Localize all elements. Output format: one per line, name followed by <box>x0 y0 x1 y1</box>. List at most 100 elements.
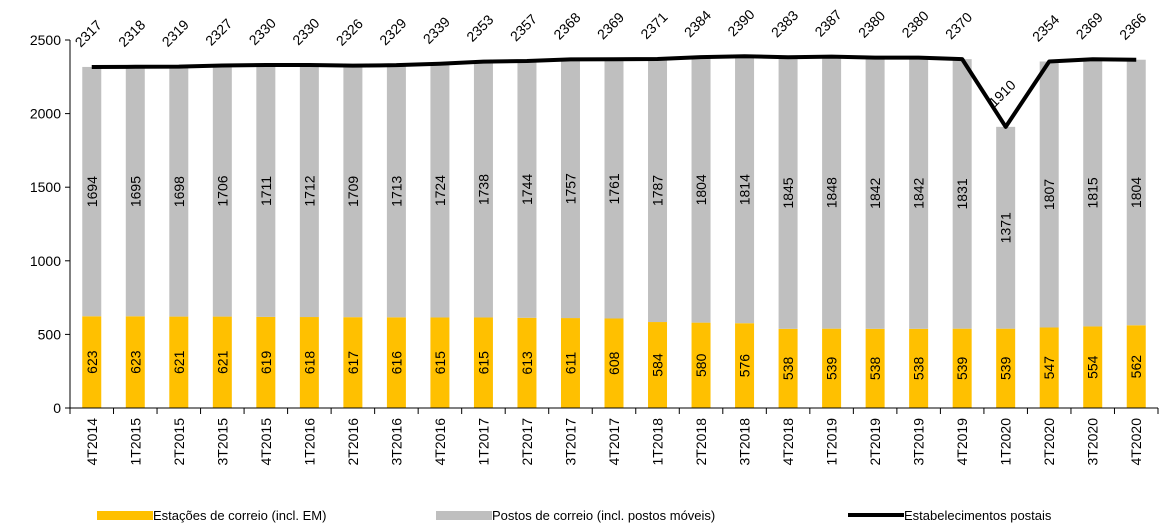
bar-label-postos: 1712 <box>301 175 317 206</box>
bar-label-postos: 1694 <box>84 176 100 207</box>
bar-label-postos: 1845 <box>780 177 796 208</box>
bar-label-postos: 1804 <box>693 174 709 205</box>
line-point-label: 2330 <box>246 15 279 48</box>
bar-label-estacoes: 539 <box>954 356 970 380</box>
bar-label-estacoes: 615 <box>432 351 448 375</box>
x-tick-label: 1T2015 <box>127 418 143 466</box>
bar-label-postos: 1807 <box>1041 179 1057 210</box>
bar-label-postos: 1713 <box>388 175 404 206</box>
line-point-label: 2357 <box>507 11 540 44</box>
legend-swatch-0 <box>97 511 153 520</box>
bar-label-estacoes: 623 <box>127 350 143 374</box>
bar-label-postos: 1831 <box>954 178 970 209</box>
bar-label-postos: 1814 <box>737 174 753 205</box>
bar-label-postos: 1371 <box>998 212 1014 243</box>
x-tick-label: 1T2017 <box>475 418 491 466</box>
bar-label-estacoes: 580 <box>693 353 709 377</box>
bar-label-postos: 1744 <box>519 174 535 205</box>
bar-label-estacoes: 539 <box>998 356 1014 380</box>
legend-label-0: Estações de correio (incl. EM) <box>153 508 326 523</box>
line-point-label: 2366 <box>1116 9 1149 42</box>
x-tick-label: 3T2020 <box>1085 418 1101 466</box>
line-point-label: 2318 <box>115 16 148 49</box>
legend-swatch-1 <box>436 511 492 520</box>
bar-label-postos: 1724 <box>432 175 448 206</box>
bar-label-estacoes: 584 <box>650 353 666 377</box>
bar-label-postos: 1848 <box>824 177 840 208</box>
bar-label-postos: 1842 <box>867 177 883 208</box>
y-tick-label: 0 <box>53 400 61 416</box>
line-point-label: 2353 <box>463 11 496 44</box>
legend-label-1: Postos de correio (incl. postos móveis) <box>492 508 715 523</box>
bar-label-postos: 1738 <box>475 174 491 205</box>
line-point-label: 1910 <box>985 76 1018 109</box>
bar-label-estacoes: 623 <box>84 350 100 374</box>
bar-label-postos: 1695 <box>127 176 143 207</box>
bar-label-postos: 1757 <box>562 173 578 204</box>
line-point-label: 2369 <box>1073 9 1106 42</box>
x-tick-label: 2T2019 <box>867 418 883 466</box>
line-point-label: 2329 <box>376 15 409 48</box>
y-tick-label: 2000 <box>30 106 61 122</box>
line-point-label: 2327 <box>202 15 235 48</box>
line-point-label: 2339 <box>420 13 453 46</box>
bar-label-estacoes: 538 <box>780 357 796 381</box>
x-tick-label: 3T2019 <box>911 418 927 466</box>
line-point-label: 2368 <box>550 9 583 42</box>
bar-label-estacoes: 621 <box>171 350 187 374</box>
bar-label-estacoes: 562 <box>1128 355 1144 379</box>
bar-label-estacoes: 616 <box>388 351 404 375</box>
bar-label-postos: 1709 <box>345 176 361 207</box>
x-tick-label: 2T2020 <box>1041 418 1057 466</box>
y-tick-label: 500 <box>38 326 62 342</box>
line-point-label: 2387 <box>811 6 844 39</box>
bar-label-postos: 1761 <box>606 173 622 204</box>
x-tick-label: 4T2016 <box>432 418 448 466</box>
x-tick-label: 4T2019 <box>954 418 970 466</box>
x-tick-label: 1T2020 <box>998 418 1014 466</box>
bar-label-postos: 1787 <box>650 175 666 206</box>
line-point-label: 2370 <box>942 9 975 42</box>
bar-label-postos: 1698 <box>171 176 187 207</box>
y-tick-label: 1000 <box>30 253 61 269</box>
line-point-label: 2390 <box>724 6 757 39</box>
bar-label-estacoes: 615 <box>475 351 491 375</box>
bar-label-estacoes: 539 <box>824 356 840 380</box>
x-tick-label: 4T2014 <box>84 418 100 466</box>
x-tick-label: 4T2018 <box>780 418 796 466</box>
line-point-label: 2383 <box>768 7 801 40</box>
x-tick-label: 3T2017 <box>562 418 578 466</box>
bar-label-postos: 1842 <box>911 177 927 208</box>
line-point-label: 2326 <box>333 15 366 48</box>
bar-label-estacoes: 617 <box>345 351 361 375</box>
legend-label-2: Estabelecimentos postais <box>904 508 1052 523</box>
x-tick-label: 3T2016 <box>388 418 404 466</box>
bar-label-estacoes: 576 <box>737 354 753 378</box>
bar-label-postos: 1804 <box>1128 177 1144 208</box>
y-tick-label: 2500 <box>30 32 61 48</box>
x-tick-label: 3T2015 <box>214 418 230 466</box>
line-point-label: 2369 <box>594 9 627 42</box>
bar-label-postos: 1711 <box>258 176 274 206</box>
bar-label-postos: 1815 <box>1085 177 1101 208</box>
bar-label-estacoes: 621 <box>214 350 230 374</box>
bar-label-estacoes: 547 <box>1041 356 1057 380</box>
line-point-label: 2371 <box>637 9 670 42</box>
bar-label-postos: 1706 <box>214 175 230 206</box>
line-point-label: 2317 <box>72 17 105 50</box>
x-tick-label: 4T2020 <box>1128 418 1144 466</box>
y-tick-label: 1500 <box>30 179 61 195</box>
line-point-label: 2384 <box>681 7 714 40</box>
bar-label-estacoes: 554 <box>1085 355 1101 379</box>
x-tick-label: 2T2018 <box>693 418 709 466</box>
line-point-label: 2380 <box>855 7 888 40</box>
x-tick-label: 4T2017 <box>606 418 622 466</box>
line-point-label: 2354 <box>1029 11 1062 44</box>
bar-label-estacoes: 538 <box>911 357 927 381</box>
x-tick-label: 2T2015 <box>171 418 187 466</box>
line-point-label: 2330 <box>289 15 322 48</box>
x-tick-label: 2T2017 <box>519 418 535 466</box>
bar-label-estacoes: 613 <box>519 351 535 375</box>
x-tick-label: 1T2019 <box>824 418 840 466</box>
